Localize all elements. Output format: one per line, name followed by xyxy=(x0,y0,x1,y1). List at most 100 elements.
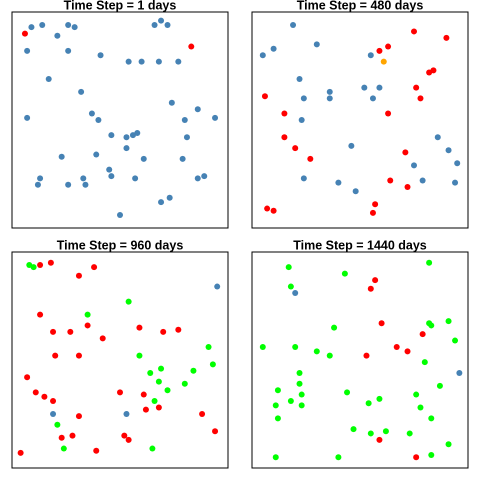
point xyxy=(272,402,279,409)
point xyxy=(376,436,383,443)
point xyxy=(326,95,333,102)
point xyxy=(274,415,281,422)
point xyxy=(125,436,132,443)
panel-frame xyxy=(251,11,469,229)
point xyxy=(108,132,115,139)
panel-title: Time Step = 480 days xyxy=(297,0,424,12)
point xyxy=(270,207,277,214)
point xyxy=(93,447,100,454)
point xyxy=(361,84,368,91)
point xyxy=(121,432,128,439)
point xyxy=(413,391,420,398)
point xyxy=(369,209,376,216)
point xyxy=(326,352,333,359)
point xyxy=(417,95,424,102)
point xyxy=(194,175,201,182)
point xyxy=(209,361,216,368)
point xyxy=(452,179,459,186)
point xyxy=(194,106,201,113)
point xyxy=(123,134,130,141)
panel-frame xyxy=(11,11,229,229)
point xyxy=(393,344,400,351)
point xyxy=(298,391,305,398)
point xyxy=(84,322,91,329)
point xyxy=(117,389,123,396)
point xyxy=(158,199,165,206)
point xyxy=(259,52,266,59)
point xyxy=(60,445,67,452)
point xyxy=(45,75,52,82)
point xyxy=(281,110,288,117)
point xyxy=(380,58,387,65)
point xyxy=(376,395,383,402)
point xyxy=(344,389,351,396)
point xyxy=(428,322,435,329)
point xyxy=(335,179,342,186)
point xyxy=(95,117,102,123)
point xyxy=(160,328,167,335)
point xyxy=(140,391,147,398)
point xyxy=(387,177,394,184)
panel-title: Time Step = 1 days xyxy=(64,0,177,12)
point xyxy=(69,432,76,439)
point xyxy=(313,41,320,48)
point xyxy=(296,369,303,376)
point xyxy=(151,398,158,405)
point xyxy=(84,311,91,318)
point xyxy=(369,95,376,102)
point xyxy=(406,430,413,437)
point xyxy=(140,155,147,162)
point xyxy=(287,398,294,405)
point xyxy=(270,45,277,52)
point xyxy=(417,404,424,411)
point xyxy=(419,177,426,184)
point xyxy=(106,166,113,173)
point xyxy=(413,454,420,461)
point xyxy=(158,17,165,24)
point xyxy=(385,110,392,117)
point xyxy=(402,149,409,156)
point xyxy=(214,283,221,290)
point xyxy=(426,259,433,266)
point xyxy=(50,328,57,335)
point xyxy=(445,318,452,325)
point xyxy=(341,270,348,277)
point xyxy=(367,430,374,437)
point xyxy=(136,352,143,359)
point xyxy=(17,449,24,456)
point xyxy=(88,110,95,117)
point xyxy=(188,43,195,50)
point xyxy=(24,114,31,121)
point xyxy=(205,344,212,351)
point xyxy=(419,331,426,338)
point xyxy=(292,290,299,297)
point xyxy=(65,181,72,188)
point xyxy=(367,52,374,59)
point xyxy=(367,285,374,292)
point xyxy=(181,117,188,123)
point xyxy=(75,413,82,420)
point xyxy=(125,58,132,65)
point xyxy=(149,445,156,452)
point xyxy=(168,99,175,106)
point xyxy=(281,134,288,141)
point xyxy=(434,134,441,141)
point xyxy=(99,335,106,342)
point xyxy=(376,84,383,91)
point xyxy=(385,43,392,50)
point xyxy=(34,181,41,188)
point xyxy=(287,283,294,290)
point xyxy=(372,201,379,208)
point xyxy=(352,188,359,195)
point xyxy=(292,344,299,351)
point xyxy=(199,411,206,417)
point xyxy=(456,369,463,376)
point xyxy=(175,326,182,333)
point xyxy=(259,344,266,351)
point xyxy=(93,151,100,158)
point xyxy=(147,369,154,376)
point xyxy=(372,277,379,284)
panel-frame xyxy=(11,251,229,469)
point xyxy=(37,261,44,268)
point xyxy=(32,389,39,396)
